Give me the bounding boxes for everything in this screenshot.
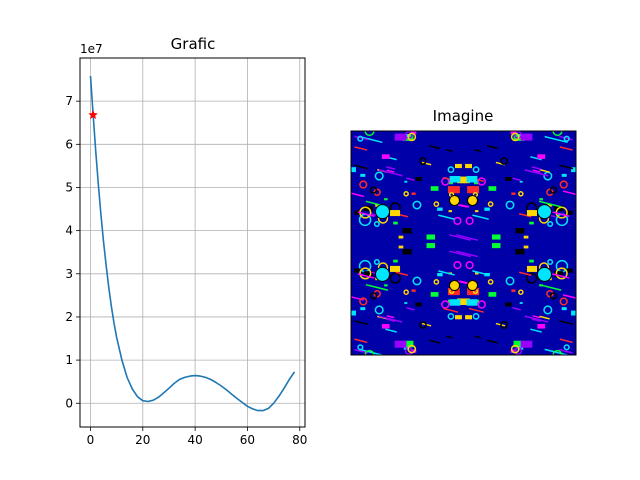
series-layer (88, 76, 296, 412)
y-tick-label: 3 (65, 267, 73, 281)
y-tick-label: 0 (65, 396, 73, 410)
y-tick-label: 4 (65, 224, 73, 238)
axis-ticks: 0 20 40 60 80 0 1 2 3 4 5 6 7 (65, 94, 307, 447)
grid (80, 58, 305, 427)
y-axis-offset-label: 1e7 (80, 42, 103, 56)
y-tick-label: 2 (65, 310, 73, 324)
x-tick-label: 60 (240, 433, 255, 447)
x-tick-label: 80 (292, 433, 307, 447)
image-title: Imagine (433, 107, 494, 125)
star-marker (88, 109, 99, 120)
image-panel: Imagine (350, 107, 577, 356)
plot-frame (79, 57, 306, 428)
y-tick-label: 6 (65, 137, 73, 151)
line-chart: Grafic 1e7 0 20 40 60 80 0 1 2 3 4 5 6 7 (65, 35, 307, 447)
x-tick-label: 20 (135, 433, 150, 447)
y-tick-label: 7 (65, 94, 73, 108)
y-tick-label: 5 (65, 180, 73, 194)
chart-title: Grafic (171, 35, 216, 53)
psychedelic-pattern-image (351, 131, 576, 355)
x-tick-label: 0 (87, 433, 95, 447)
series-line (89, 76, 296, 412)
image-frame (350, 130, 577, 356)
y-tick-label: 1 (65, 353, 73, 367)
x-tick-label: 40 (187, 433, 202, 447)
